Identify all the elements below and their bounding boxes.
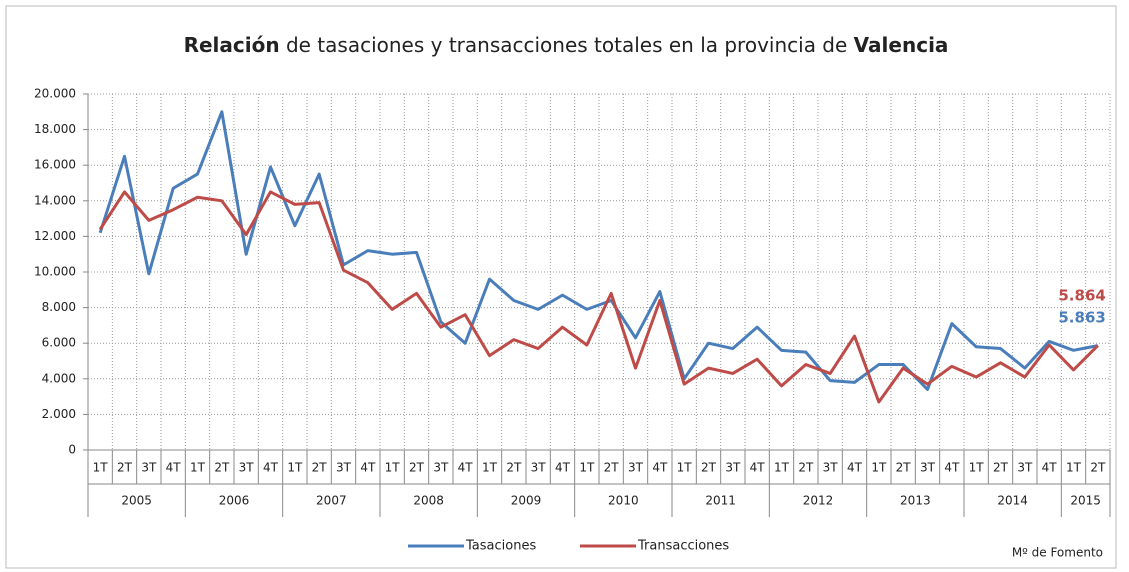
x-tick-label: 3T xyxy=(823,461,839,475)
x-tick-label: 2T xyxy=(604,461,620,475)
x-tick-label: 2T xyxy=(798,461,814,475)
x-tick-label: 1T xyxy=(482,461,498,475)
series-line xyxy=(98,110,1099,391)
year-label: 2013 xyxy=(900,494,931,508)
x-tick-label: 4T xyxy=(652,461,668,475)
year-label: 2012 xyxy=(803,494,834,508)
y-tick-label: 4.000 xyxy=(42,371,76,385)
x-tick-label: 1T xyxy=(969,461,985,475)
x-tick-label: 2T xyxy=(409,461,425,475)
y-tick-label: 0 xyxy=(68,443,76,457)
y-tick-label: 14.000 xyxy=(34,193,76,207)
legend-label: Tasaciones xyxy=(465,539,536,554)
x-tick-label: 3T xyxy=(1017,461,1033,475)
x-tick-label: 2T xyxy=(896,461,912,475)
year-label: 2009 xyxy=(511,494,542,508)
y-tick-label: 20.000 xyxy=(34,87,76,101)
x-tick-label: 4T xyxy=(263,461,279,475)
x-tick-label: 1T xyxy=(190,461,206,475)
x-tick-label: 1T xyxy=(579,461,595,475)
year-label: 2008 xyxy=(413,494,444,508)
title-part: Valencia xyxy=(854,33,949,57)
title-part: de tasaciones y transacciones totales en… xyxy=(280,33,854,57)
legend-label: Transacciones xyxy=(637,539,729,554)
y-tick-label: 6.000 xyxy=(42,336,76,350)
x-tick-label: 3T xyxy=(531,461,547,475)
x-tick-label: 1T xyxy=(774,461,790,475)
y-tick-label: 10.000 xyxy=(34,265,76,279)
x-tick-label: 1T xyxy=(1066,461,1082,475)
x-tick-label: 3T xyxy=(141,461,157,475)
y-tick-label: 16.000 xyxy=(34,158,76,172)
title-part: Relación xyxy=(184,33,280,57)
x-tick-label: 4T xyxy=(1042,461,1058,475)
x-tick-label: 4T xyxy=(555,461,571,475)
x-tick-label: 1T xyxy=(677,461,693,475)
x-tick-label: 2T xyxy=(117,461,133,475)
year-label: 2010 xyxy=(608,494,639,508)
x-tick-label: 4T xyxy=(360,461,376,475)
y-tick-label: 18.000 xyxy=(34,122,76,136)
x-tick-label: 4T xyxy=(847,461,863,475)
x-tick-label: 1T xyxy=(871,461,887,475)
x-tick-label: 1T xyxy=(287,461,303,475)
x-tick-label: 3T xyxy=(239,461,255,475)
series-line xyxy=(98,190,1099,404)
year-label: 2007 xyxy=(316,494,347,508)
year-label: 2005 xyxy=(121,494,152,508)
x-tick-label: 3T xyxy=(433,461,449,475)
value-label: 5.863 xyxy=(1058,309,1105,327)
year-label: 2014 xyxy=(997,494,1028,508)
x-tick-label: 2T xyxy=(1090,461,1106,475)
x-tick-label: 3T xyxy=(725,461,741,475)
x-tick-label: 4T xyxy=(458,461,474,475)
x-tick-label: 3T xyxy=(920,461,936,475)
x-tick-label: 2T xyxy=(701,461,717,475)
x-tick-label: 1T xyxy=(385,461,401,475)
x-tick-label: 3T xyxy=(628,461,644,475)
year-label: 2015 xyxy=(1070,494,1101,508)
x-tick-label: 4T xyxy=(166,461,182,475)
source: Mº de Fomento xyxy=(1012,546,1103,560)
x-tick-label: 2T xyxy=(312,461,328,475)
x-tick-label: 2T xyxy=(993,461,1009,475)
x-tick-label: 3T xyxy=(336,461,352,475)
chart-title: Relación de tasaciones y transacciones t… xyxy=(184,33,949,57)
x-tick-label: 2T xyxy=(506,461,522,475)
y-tick-label: 8.000 xyxy=(42,300,76,314)
value-label: 5.864 xyxy=(1058,287,1105,305)
y-tick-label: 12.000 xyxy=(34,229,76,243)
x-tick-label: 1T xyxy=(93,461,109,475)
x-tick-label: 4T xyxy=(750,461,766,475)
x-tick-label: 2T xyxy=(214,461,230,475)
frame xyxy=(5,5,1117,569)
year-label: 2011 xyxy=(705,494,736,508)
year-label: 2006 xyxy=(219,494,250,508)
y-tick-label: 2.000 xyxy=(42,407,76,421)
x-tick-label: 4T xyxy=(944,461,960,475)
